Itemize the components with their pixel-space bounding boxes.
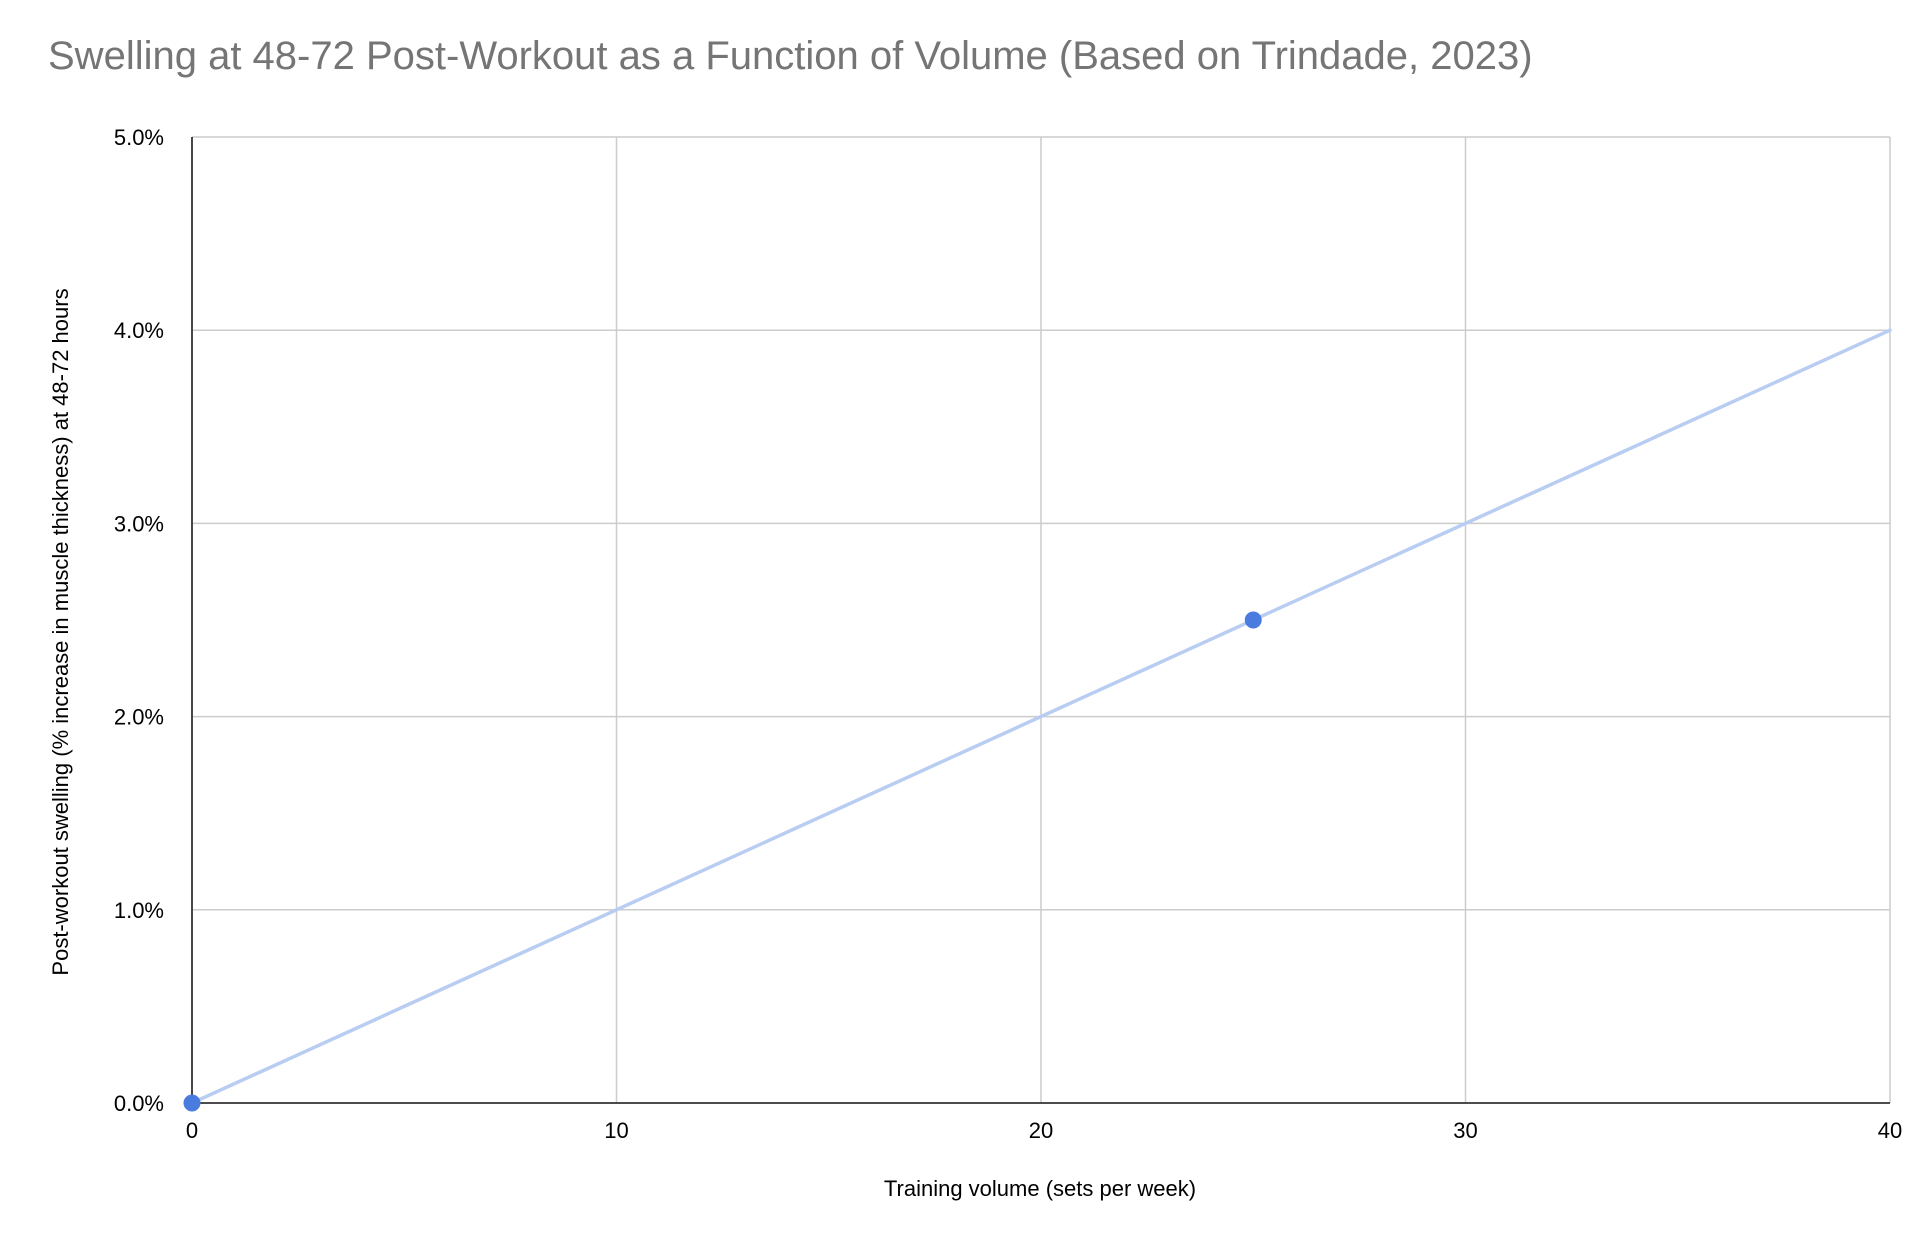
x-tick-label: 40 xyxy=(1878,1118,1902,1143)
y-tick-label: 2.0% xyxy=(114,705,164,730)
tick-labels: 0.0% 1.0% 2.0% 3.0% 4.0% 5.0% 0 10 20 30 40 xyxy=(114,125,1902,1143)
x-tick-label: 30 xyxy=(1453,1118,1477,1143)
y-tick-label: 0.0% xyxy=(114,1091,164,1116)
data-point xyxy=(1244,611,1262,629)
x-tick-label: 10 xyxy=(604,1118,628,1143)
y-tick-label: 1.0% xyxy=(114,898,164,923)
gridlines xyxy=(192,136,1891,1103)
y-axis-title: Post-workout swelling (% increase in mus… xyxy=(48,288,73,975)
x-tick-label: 20 xyxy=(1029,1118,1053,1143)
chart-title: Swelling at 48-72 Post-Workout as a Func… xyxy=(48,34,1533,78)
y-tick-label: 5.0% xyxy=(114,125,164,150)
trendline-layer xyxy=(190,328,1892,1105)
x-tick-label: 0 xyxy=(186,1118,198,1143)
data-point xyxy=(183,1094,201,1112)
y-tick-label: 3.0% xyxy=(114,511,164,536)
axes xyxy=(191,137,1890,1104)
trendline xyxy=(190,328,1892,1105)
x-axis-title: Training volume (sets per week) xyxy=(884,1176,1196,1201)
data-points xyxy=(183,611,1262,1112)
y-tick-label: 4.0% xyxy=(114,318,164,343)
